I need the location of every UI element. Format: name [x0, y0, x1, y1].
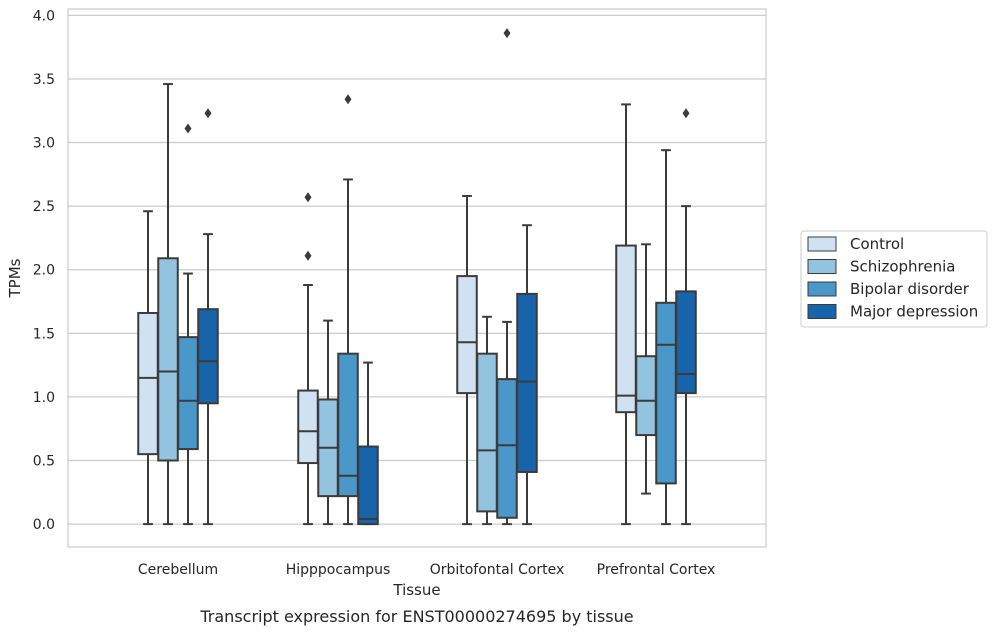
box-body — [137, 311, 159, 456]
box-bipolar-disorder — [337, 94, 359, 526]
y-tick-label: 4.0 — [33, 8, 55, 24]
box-schizophrenia — [317, 319, 339, 526]
plot-frame — [67, 8, 767, 548]
box-schizophrenia — [635, 243, 657, 495]
x-tick-label: Prefrontal Cortex — [597, 562, 716, 578]
legend-label: Control — [850, 235, 904, 253]
y-tick-label: 3.0 — [33, 136, 55, 152]
box-body — [635, 355, 657, 437]
box-body — [197, 308, 219, 405]
box-control — [615, 103, 637, 526]
outlier-point — [344, 94, 352, 105]
y-tick-label: 2.0 — [33, 263, 55, 279]
box-body — [516, 292, 538, 473]
y-tick-label: 1.5 — [33, 326, 55, 342]
box-body — [297, 389, 319, 465]
box-bipolar-disorder — [177, 123, 199, 526]
chart-caption: Transcript expression for ENST0000027469… — [199, 607, 633, 626]
box-major-depression — [197, 108, 219, 526]
box-body — [615, 244, 637, 414]
box-body — [675, 290, 697, 395]
x-tick-label: Orbitofontal Cortex — [430, 562, 565, 578]
box-control — [456, 194, 478, 526]
box-body — [337, 352, 359, 498]
y-tick-label: 3.5 — [33, 72, 55, 88]
x-tick-label: Hipppocampus — [286, 562, 391, 578]
y-tick-label: 0.5 — [33, 454, 55, 470]
legend: Control Schizophrenia Bipolar disorder Majo… — [800, 230, 988, 328]
box-body — [357, 445, 379, 526]
outlier-point — [184, 123, 192, 134]
legend-label: Schizophrenia — [850, 258, 955, 276]
box-body — [177, 336, 199, 451]
box-control — [297, 192, 319, 526]
box-major-depression — [516, 224, 538, 526]
legend-swatch — [807, 236, 837, 252]
y-tick-label: 0.0 — [33, 517, 55, 533]
legend-swatch — [807, 304, 837, 319]
box-major-depression — [675, 108, 697, 526]
x-tick-labels: Cerebellum Hipppocampus Orbitofontal Corte… — [138, 562, 715, 578]
outlier-point — [304, 192, 312, 203]
y-axis-label: TPMs — [6, 258, 24, 298]
box-body — [496, 378, 518, 519]
legend-label: Major depression — [850, 303, 978, 321]
boxplot-boxes — [137, 28, 697, 526]
x-axis-label: Tissue — [392, 581, 440, 599]
box-body — [157, 257, 179, 462]
box-major-depression — [357, 361, 379, 526]
y-tick-label: 2.5 — [33, 199, 55, 215]
box-bipolar-disorder — [496, 28, 518, 526]
legend-swatch — [807, 259, 837, 274]
outlier-point — [503, 28, 511, 39]
legend-label: Bipolar disorder — [850, 280, 970, 298]
box-schizophrenia — [476, 315, 498, 526]
box-body — [476, 352, 498, 513]
y-tick-labels: 0.0 0.5 1.0 1.5 2.0 2.5 3.0 3.5 4.0 — [33, 8, 55, 533]
x-tick-label: Cerebellum — [138, 562, 218, 578]
box-body — [655, 301, 677, 485]
legend-frame — [800, 230, 988, 328]
box-schizophrenia — [157, 83, 179, 526]
box-control — [137, 210, 159, 526]
box-body — [456, 275, 478, 395]
outlier-point — [304, 250, 312, 261]
outlier-point — [204, 108, 212, 119]
y-tick-label: 1.0 — [33, 390, 55, 406]
legend-swatch — [807, 281, 837, 297]
outlier-point — [682, 108, 690, 119]
